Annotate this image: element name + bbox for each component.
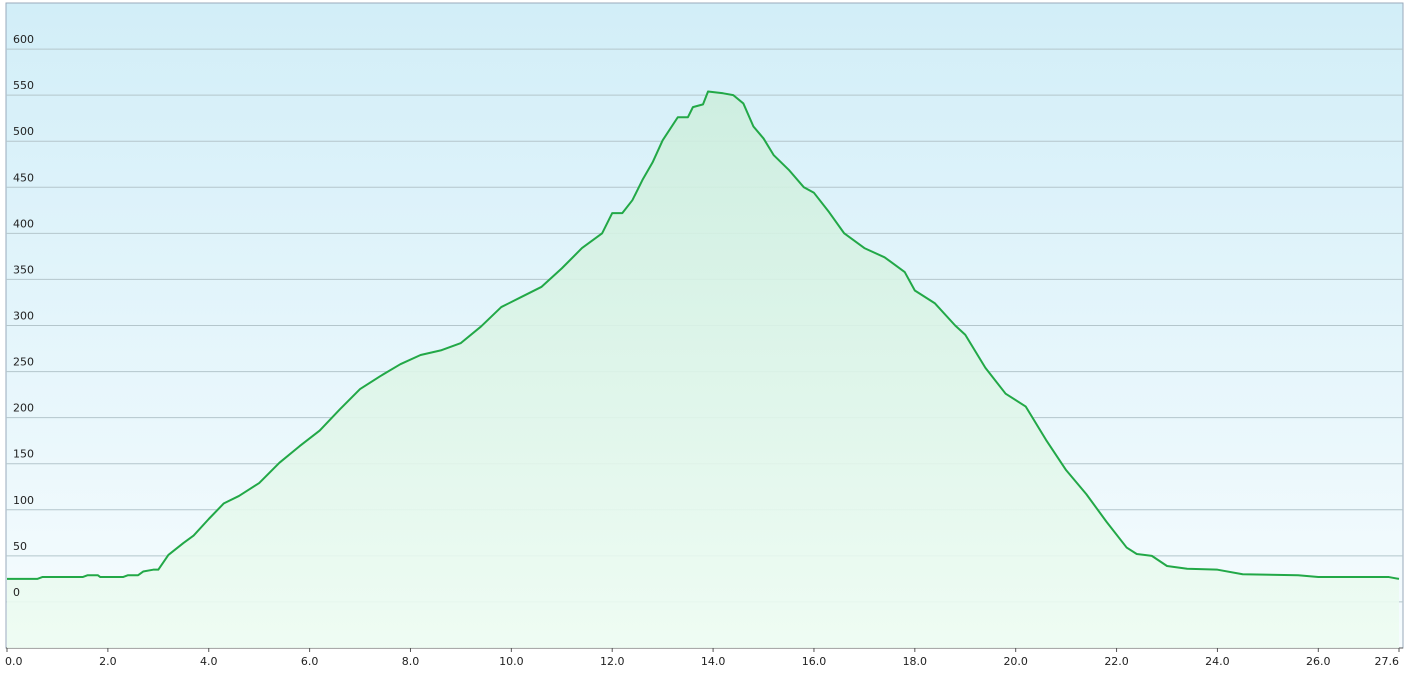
x-tick-label: 24.0 (1205, 655, 1230, 668)
y-tick-label: 350 (13, 263, 34, 276)
line (7, 90, 1400, 580)
area (7, 91, 1399, 648)
x-tick-label: 6.0 (301, 655, 319, 668)
x-tick-label: 22.0 (1104, 655, 1129, 668)
x-tick-label: 20.0 (1003, 655, 1028, 668)
x-tick-label: 12.0 (600, 655, 625, 668)
y-tick-label: 400 (13, 217, 34, 230)
y-tick-label: 550 (13, 79, 34, 92)
y-tick-label: 500 (13, 125, 34, 138)
x-tick-label: 8.0 (402, 655, 420, 668)
x-tick-label: 0.0 (5, 655, 23, 668)
x-tick-label: 2.0 (99, 655, 117, 668)
y-tick-label: 300 (13, 310, 34, 323)
y-tick-label: 600 (13, 33, 34, 46)
y-tick-label: 0 (13, 586, 20, 599)
y-tick-label: 150 (13, 448, 34, 461)
y-tick-label: 250 (13, 356, 34, 369)
x-tick-label: 27.6 (1375, 655, 1400, 668)
y-tick-label: 200 (13, 402, 34, 415)
y-tick-label: 50 (13, 540, 27, 553)
x-tick-label: 10.0 (499, 655, 524, 668)
x-tick-label: 14.0 (701, 655, 726, 668)
x-tick-label: 16.0 (802, 655, 827, 668)
x-tick-label: 26.0 (1306, 655, 1331, 668)
x-tick-label: 18.0 (903, 655, 928, 668)
x-tick-label: 4.0 (200, 655, 218, 668)
y-tick-label: 100 (13, 494, 34, 507)
y-tick-label: 450 (13, 171, 34, 184)
